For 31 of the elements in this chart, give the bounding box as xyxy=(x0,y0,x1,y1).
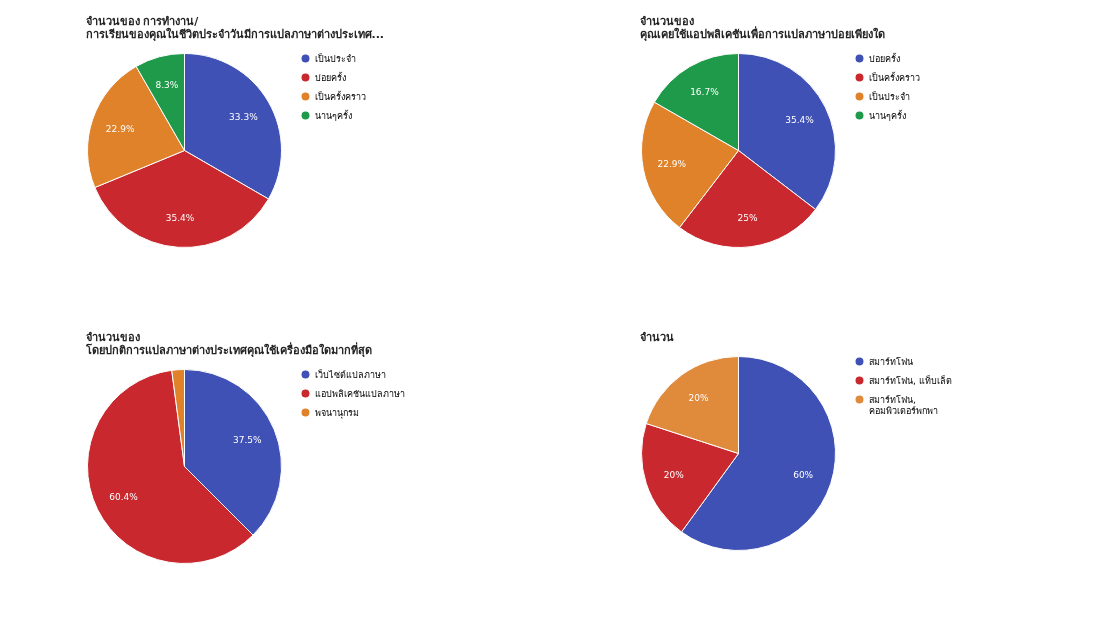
data-label: 16.7% xyxy=(690,86,720,97)
legend-label: สมาร์ทโฟน xyxy=(869,355,913,367)
chart-title: จำนวนของ โดยปกติการแปลภาษาต่างประเทศคุณใช้เครื่องมือใดมากที่สุด xyxy=(84,330,372,358)
data-label: 20% xyxy=(663,469,685,480)
legend-label: บ่อยครั้ง xyxy=(315,70,346,83)
legend-label: เป็นครั้งคราว xyxy=(869,70,920,83)
chart-title: จำนวนของ คุณเคยใช้แอปพลิเคชันเพื่อการแปลภาษาบ่อยเพียงใด xyxy=(639,14,885,42)
chart-title: จำนวน xyxy=(639,330,674,344)
chart-title: จำนวนของ การทำงาน/ การเรียนของคุณในชีวิตประจำวันมีการแปลภาษาต่างประเทศ... xyxy=(85,14,385,42)
legend-label: แอปพลิเคชันแปลภาษา xyxy=(315,388,405,399)
legend-label: สมาร์ทโฟน, คอมพิวเตอร์พกพา xyxy=(869,393,938,416)
legend-label: เป็นประจำ xyxy=(315,51,356,64)
legend-label: นานๆครั้ง xyxy=(869,108,906,121)
legend-label: บ่อยครั้ง xyxy=(869,51,900,64)
data-label: 8.3% xyxy=(155,79,179,90)
data-label: 22.9% xyxy=(105,123,135,134)
legend-label: นานๆครั้ง xyxy=(315,108,352,121)
legend-label: เว็บไซต์แปลภาษา xyxy=(315,367,386,380)
legend-label: พจนานุกรม xyxy=(315,407,359,419)
data-label: 20% xyxy=(688,393,709,404)
data-label: 35.4% xyxy=(165,213,195,224)
data-label: 60.4% xyxy=(109,491,139,502)
data-label: 35.4% xyxy=(785,115,815,126)
data-label: 22.9% xyxy=(657,158,687,169)
data-label: 60% xyxy=(793,469,814,480)
data-label: 25% xyxy=(737,212,758,223)
legend-label: เป็นประจำ xyxy=(869,89,910,102)
data-label: 37.5% xyxy=(233,435,263,446)
data-label: 33.3% xyxy=(229,111,259,122)
legend-label: สมาร์ทโฟน, แท็บเล็ต xyxy=(869,373,952,386)
legend-label: เป็นครั้งคราว xyxy=(315,89,366,102)
